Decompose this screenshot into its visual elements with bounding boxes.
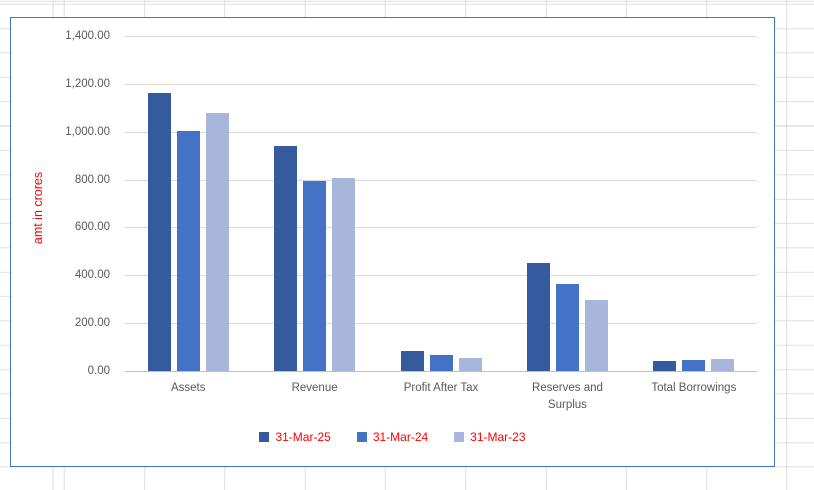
bar-group bbox=[378, 36, 504, 371]
y-axis-tick-label: 800.00 bbox=[74, 173, 110, 186]
bar[interactable] bbox=[458, 358, 482, 371]
bar[interactable] bbox=[205, 112, 229, 371]
legend-swatch-icon bbox=[356, 432, 367, 442]
gridline bbox=[125, 131, 757, 133]
category-axis-labels: Assets Revenue Profit After Tax Reserves an… bbox=[125, 380, 757, 413]
y-axis-tick-label: 600.00 bbox=[74, 221, 110, 234]
legend-item[interactable]: 31-Mar-25 bbox=[259, 430, 331, 444]
y-axis-tick-label: 1,400.00 bbox=[65, 30, 110, 42]
y-axis-tick-label: 200.00 bbox=[74, 317, 110, 330]
bar[interactable] bbox=[332, 177, 356, 371]
category-label: Revenue bbox=[251, 380, 377, 413]
category-label-text: Revenue bbox=[291, 382, 338, 394]
gridline bbox=[125, 275, 757, 277]
legend-label: 31-Mar-24 bbox=[372, 430, 429, 444]
bar-group bbox=[251, 36, 377, 371]
category-label-text: Assets bbox=[170, 382, 206, 394]
category-label-text: Profit After Tax bbox=[403, 382, 479, 394]
legend-item[interactable]: 31-Mar-24 bbox=[356, 430, 429, 444]
bar[interactable] bbox=[274, 146, 298, 371]
bar-groups bbox=[125, 36, 757, 371]
legend-label: 31-Mar-23 bbox=[470, 430, 526, 444]
legend-item[interactable]: 31-Mar-23 bbox=[454, 430, 526, 444]
bar[interactable] bbox=[653, 360, 677, 371]
bar[interactable] bbox=[682, 359, 706, 371]
legend-label: 31-Mar-25 bbox=[275, 430, 331, 444]
bar[interactable] bbox=[429, 354, 453, 371]
gridline bbox=[125, 179, 757, 181]
legend-swatch-icon bbox=[454, 432, 465, 442]
category-label-text: Reserves and Surplus bbox=[531, 382, 603, 411]
gridline bbox=[125, 36, 757, 37]
bar-group bbox=[504, 36, 630, 371]
bar[interactable] bbox=[303, 180, 327, 371]
bar[interactable] bbox=[584, 300, 608, 371]
y-axis-tick-label: 0.00 bbox=[87, 365, 110, 377]
gridline bbox=[125, 227, 757, 229]
bar-group bbox=[125, 36, 251, 371]
category-label: Assets bbox=[125, 380, 251, 413]
bar[interactable] bbox=[147, 93, 171, 371]
chart-area[interactable]: amt in crores 1,400.00 1,200.00 1,000.00 80… bbox=[10, 17, 775, 467]
y-axis-tick-label: 400.00 bbox=[74, 269, 110, 282]
category-label: Reserves and Surplus bbox=[504, 380, 630, 413]
x-axis-line bbox=[125, 371, 757, 372]
bar[interactable] bbox=[400, 350, 424, 371]
plot-area bbox=[125, 36, 757, 372]
gridline bbox=[125, 323, 757, 325]
y-axis-tick-label: 1,200.00 bbox=[65, 77, 110, 90]
bar-group bbox=[631, 36, 757, 371]
gridline bbox=[125, 83, 757, 85]
bar[interactable] bbox=[711, 358, 735, 371]
legend-swatch-icon bbox=[259, 432, 270, 442]
category-label-text: Total Borrowings bbox=[651, 382, 737, 394]
category-label: Total Borrowings bbox=[631, 380, 757, 413]
bar[interactable] bbox=[176, 130, 200, 371]
bar[interactable] bbox=[555, 283, 579, 371]
y-axis-tick-label: 1,000.00 bbox=[65, 125, 110, 138]
category-label: Profit After Tax bbox=[378, 380, 504, 413]
legend: 31-Mar-25 31-Mar-24 31-Mar-23 bbox=[11, 430, 774, 444]
bar[interactable] bbox=[526, 263, 550, 371]
